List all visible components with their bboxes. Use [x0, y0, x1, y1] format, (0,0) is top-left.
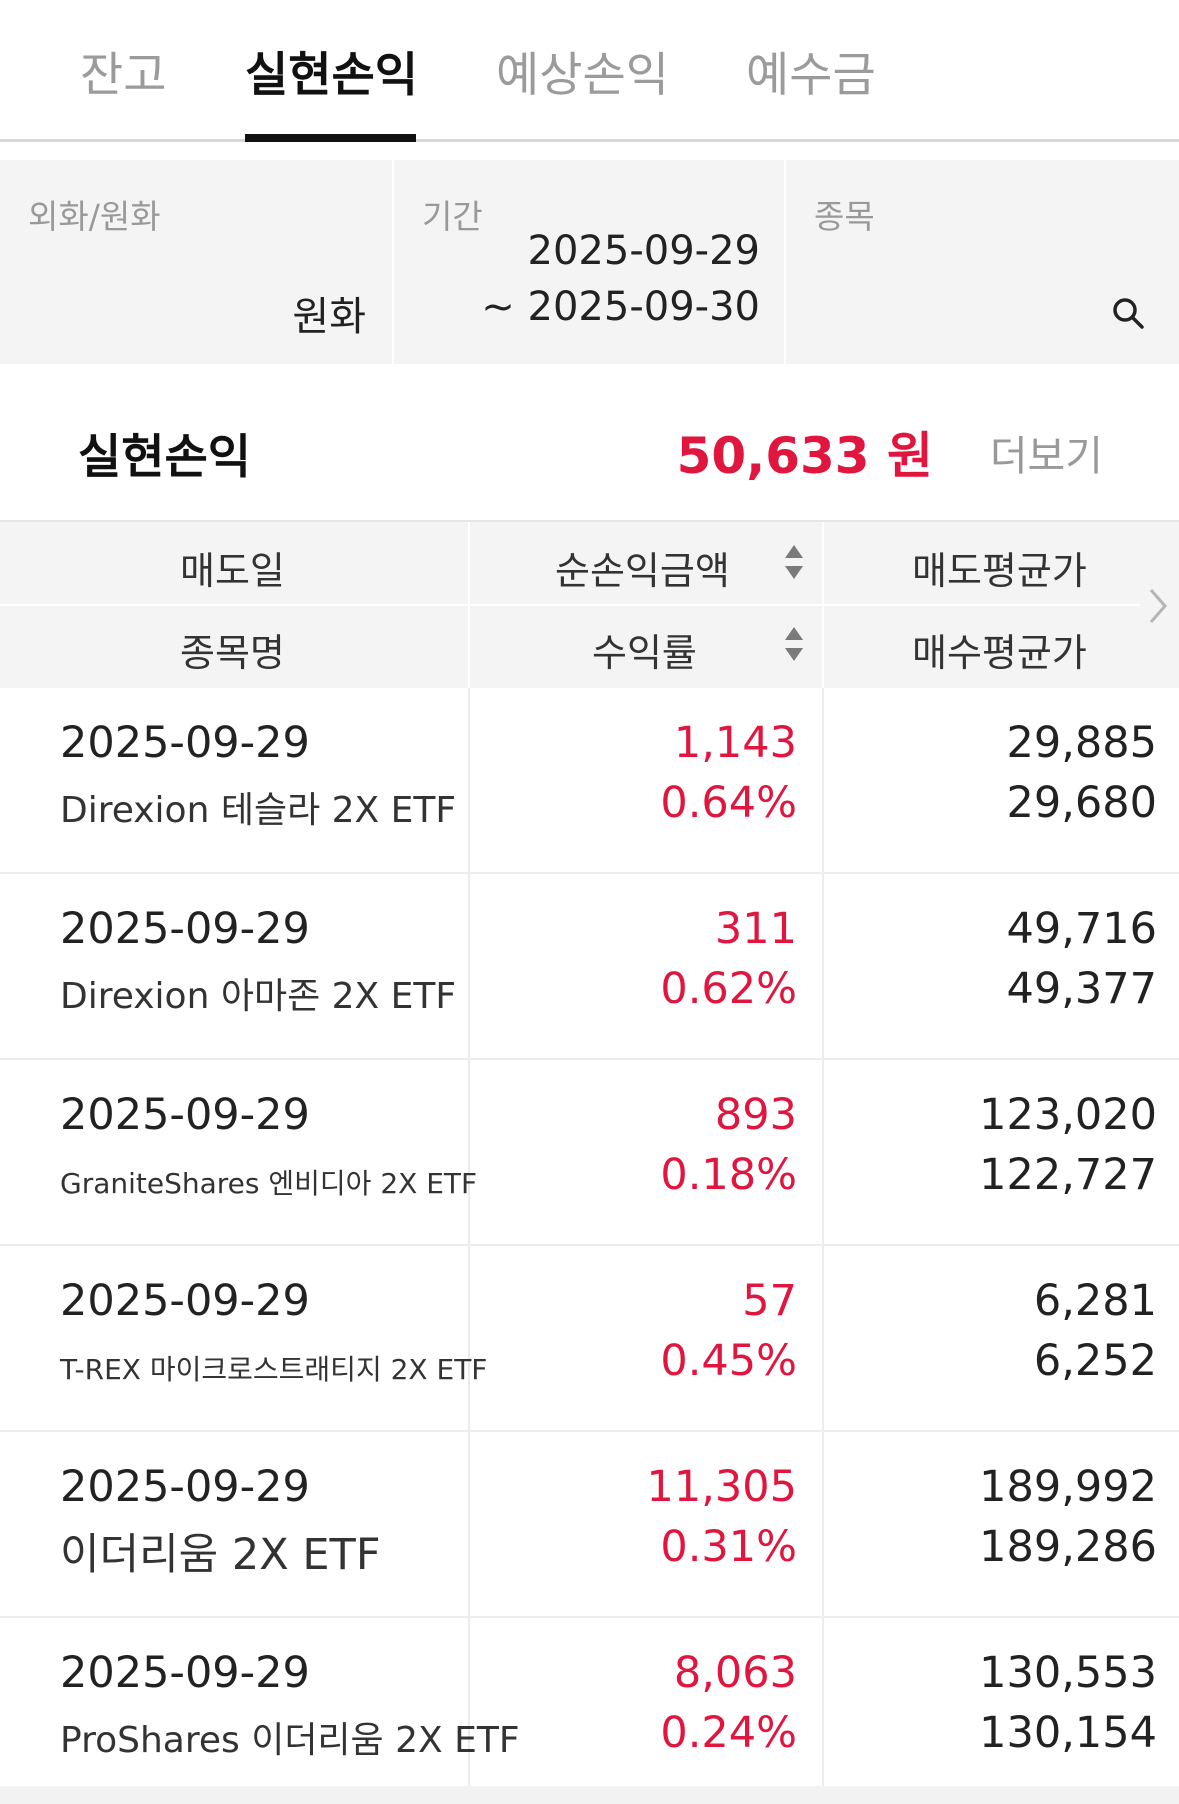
net-pl: 893 [714, 1090, 797, 1140]
more-button[interactable]: 더보기 [989, 432, 1103, 480]
stock-name: Direxion 테슬라 2X ETF [60, 790, 457, 831]
header-stock-name: 종목명 [180, 631, 285, 675]
col-divider [822, 1618, 824, 1802]
buy-avg-price: 130,154 [979, 1708, 1157, 1758]
buy-avg-price: 189,286 [979, 1522, 1157, 1572]
net-pl: 11,305 [646, 1462, 797, 1512]
col-divider [822, 1060, 824, 1244]
currency-filter-label: 외화/원화 [28, 197, 161, 236]
net-pl: 8,063 [673, 1648, 797, 1698]
period-end-date: ~ 2025-09-30 [481, 284, 760, 330]
bottom-edge [0, 1786, 1179, 1804]
header-sell-date: 매도일 [180, 549, 285, 593]
sell-avg-price: 29,885 [1006, 718, 1157, 768]
return-rate: 0.31% [660, 1522, 797, 1572]
header-return-rate[interactable]: 수익률 [592, 631, 697, 675]
col-divider [468, 1060, 470, 1244]
header-col-divider [468, 522, 470, 688]
search-icon[interactable] [1111, 296, 1145, 330]
header-net-pl[interactable]: 순손익금액 [555, 549, 730, 593]
table-row[interactable]: 2025-09-29 이더리움 2X ETF 11,305 0.31% 189,… [0, 1432, 1179, 1618]
net-pl: 1,143 [673, 718, 797, 768]
summary-title: 실현손익 [78, 430, 251, 485]
sell-date: 2025-09-29 [60, 1648, 310, 1698]
sell-avg-price: 49,716 [1006, 904, 1157, 954]
period-filter[interactable]: 기간 2025-09-29 ~ 2025-09-30 [392, 160, 786, 364]
header-col-divider [822, 522, 824, 688]
currency-filter[interactable]: 외화/원화 원화 [0, 160, 392, 364]
return-rate: 0.64% [660, 778, 797, 828]
col-divider [822, 688, 824, 872]
tab-deposit[interactable]: 예수금 [746, 48, 876, 103]
col-divider [468, 874, 470, 1058]
col-divider [468, 1432, 470, 1616]
summary-amount: 50,633 원 [676, 427, 933, 485]
buy-avg-price: 6,252 [1033, 1336, 1157, 1386]
col-divider [822, 874, 824, 1058]
realized-pl-summary: 실현손익 50,633 원 더보기 [0, 364, 1179, 520]
sell-date: 2025-09-29 [60, 718, 310, 768]
return-rate: 0.18% [660, 1150, 797, 1200]
col-divider [468, 1618, 470, 1802]
sell-date: 2025-09-29 [60, 1090, 310, 1140]
table-row[interactable]: 2025-09-29 ProShares 이더리움 2X ETF 8,063 0… [0, 1618, 1179, 1804]
col-divider [468, 688, 470, 872]
stock-name: ProShares 이더리움 2X ETF [60, 1720, 520, 1761]
filter-panel: 외화/원화 원화 기간 2025-09-29 ~ 2025-09-30 종목 [0, 160, 1179, 364]
col-divider [822, 1432, 824, 1616]
buy-avg-price: 122,727 [979, 1150, 1157, 1200]
chevron-right-icon[interactable] [1147, 586, 1169, 626]
sort-icon[interactable] [783, 624, 805, 664]
header-sell-avg-price: 매도평균가 [912, 549, 1087, 593]
buy-avg-price: 49,377 [1006, 964, 1157, 1014]
sell-avg-price: 6,281 [1033, 1276, 1157, 1326]
stock-name: Direxion 아마존 2X ETF [60, 976, 457, 1017]
tab-bar: 잔고 실현손익 예상손익 예수금 [0, 0, 1179, 142]
stock-filter[interactable]: 종목 [784, 160, 1179, 364]
net-pl: 57 [742, 1276, 797, 1326]
table-row[interactable]: 2025-09-29 Direxion 테슬라 2X ETF 1,143 0.6… [0, 688, 1179, 874]
header-buy-avg-price: 매수평균가 [912, 631, 1087, 675]
header-row-divider [0, 604, 1140, 606]
buy-avg-price: 29,680 [1006, 778, 1157, 828]
tab-balance[interactable]: 잔고 [80, 48, 167, 103]
table-row[interactable]: 2025-09-29 Direxion 아마존 2X ETF 311 0.62%… [0, 874, 1179, 1060]
stock-name: 이더리움 2X ETF [60, 1530, 381, 1580]
currency-filter-value: 원화 [292, 294, 366, 340]
col-divider [822, 1246, 824, 1430]
tab-realized-pl[interactable]: 실현손익 [245, 48, 418, 103]
net-pl: 311 [714, 904, 797, 954]
return-rate: 0.24% [660, 1708, 797, 1758]
return-rate: 0.62% [660, 964, 797, 1014]
return-rate: 0.45% [660, 1336, 797, 1386]
period-filter-label: 기간 [422, 197, 483, 236]
stock-name: T-REX 마이크로스트래티지 2X ETF [60, 1353, 488, 1386]
table-row[interactable]: 2025-09-29 T-REX 마이크로스트래티지 2X ETF 57 0.4… [0, 1246, 1179, 1432]
stock-name: GraniteShares 엔비디아 2X ETF [60, 1167, 478, 1200]
sort-icon[interactable] [783, 542, 805, 582]
stock-filter-label: 종목 [814, 197, 875, 236]
tab-expected-pl[interactable]: 예상손익 [496, 48, 669, 103]
realized-pl-table: 2025-09-29 Direxion 테슬라 2X ETF 1,143 0.6… [0, 688, 1179, 1804]
sell-avg-price: 130,553 [979, 1648, 1157, 1698]
sell-date: 2025-09-29 [60, 1462, 310, 1512]
sell-date: 2025-09-29 [60, 904, 310, 954]
period-start-date: 2025-09-29 [527, 228, 760, 274]
sell-avg-price: 189,992 [979, 1462, 1157, 1512]
col-divider [468, 1246, 470, 1430]
sell-date: 2025-09-29 [60, 1276, 310, 1326]
sell-avg-price: 123,020 [979, 1090, 1157, 1140]
active-tab-indicator [245, 134, 416, 142]
table-header: 매도일 종목명 순손익금액 수익률 매도평균가 매수평균가 [0, 520, 1179, 688]
table-row[interactable]: 2025-09-29 GraniteShares 엔비디아 2X ETF 893… [0, 1060, 1179, 1246]
